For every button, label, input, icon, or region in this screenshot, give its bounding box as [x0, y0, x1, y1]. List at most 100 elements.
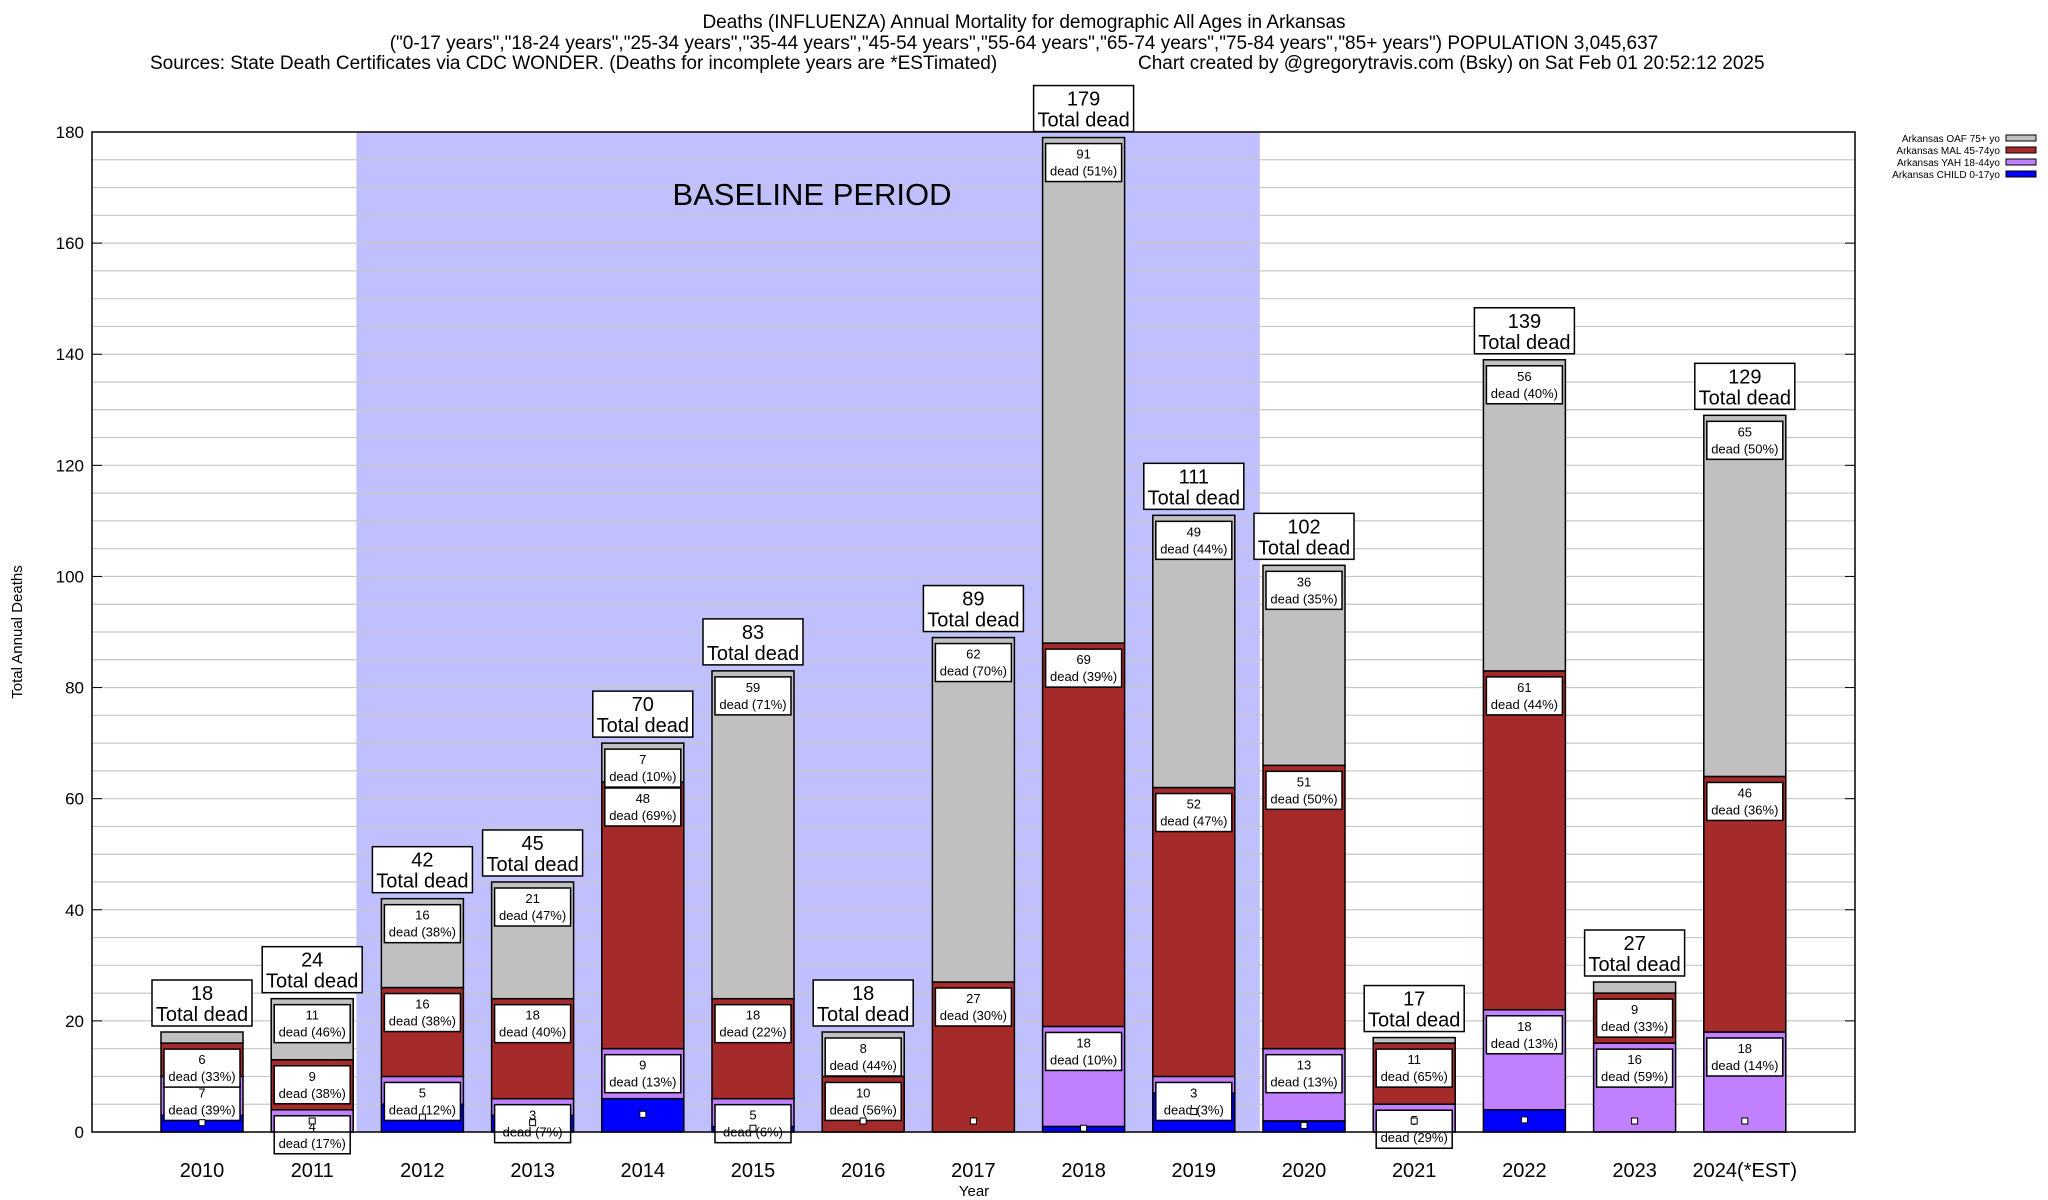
segment-label-box: [1375, 1109, 1453, 1149]
segment-label-box: [714, 1003, 792, 1044]
segment-label-percent: dead (33%): [1601, 1019, 1668, 1034]
total-value: 70: [632, 694, 654, 716]
segment-label-value: 48: [636, 791, 650, 806]
total-label: Total dead: [927, 610, 1019, 632]
segment-label-box: [1595, 1048, 1674, 1088]
segment-label-box: [714, 1103, 792, 1144]
marker: [198, 1119, 206, 1127]
segment-label-value: 11: [305, 1008, 319, 1023]
segment-label-percent: dead (44%): [1491, 697, 1558, 712]
segment-label-value: 18: [1738, 1041, 1752, 1056]
total-value: 42: [411, 850, 433, 872]
bar-segment-3: [1372, 1036, 1456, 1044]
x-tick-label: 2013: [510, 1160, 555, 1182]
segment-label-percent: dead (71%): [719, 697, 786, 712]
x-tick-label: 2014: [621, 1160, 666, 1182]
total-label: Total dead: [707, 643, 799, 665]
segment-label-value: 18: [1076, 1035, 1090, 1050]
segment-label-box: [1485, 1015, 1564, 1055]
bar-segment-3: [711, 670, 795, 1000]
segment-label-box: [824, 1037, 902, 1077]
segment-label-value: 56: [1517, 369, 1531, 384]
bar-segment-3: [1482, 359, 1567, 672]
bar-segment-3: [160, 1031, 244, 1044]
total-value: 102: [1287, 516, 1320, 538]
total-label-box: [151, 979, 253, 1027]
chart-title: Deaths (INFLUENZA) Annual Mortality for …: [702, 12, 1346, 33]
x-tick-label: 2012: [400, 1160, 445, 1182]
legend-label: Arkansas OAF 75+ yo: [1902, 134, 2001, 145]
x-tick-label: 2018: [1061, 1160, 1106, 1182]
x-tick-label: 2022: [1502, 1160, 1547, 1182]
total-label: Total dead: [156, 1004, 248, 1026]
marker: [529, 1119, 537, 1127]
legend-swatch: [2005, 134, 2037, 142]
total-label-box: [1363, 984, 1465, 1033]
segment-label-value: 6: [198, 1052, 205, 1067]
y-tick-label: 20: [65, 1012, 84, 1031]
segment-label-value: 4: [309, 1119, 316, 1134]
segment-label-percent: dead (39%): [168, 1102, 235, 1117]
segment-label-percent: dead (29%): [1381, 1130, 1448, 1145]
total-label-box: [922, 584, 1025, 633]
segment-label-percent: dead (56%): [830, 1102, 897, 1117]
total-label-box: [261, 945, 363, 994]
segment-label-value: 65: [1738, 424, 1752, 439]
legend-label: Arkansas MAL 45-74yo: [1896, 146, 2000, 157]
marker: [418, 1113, 426, 1121]
total-label: Total dead: [1699, 387, 1791, 409]
y-tick-label: 0: [75, 1123, 84, 1142]
legend-swatch: [2005, 158, 2037, 166]
segment-label-value: 10: [856, 1085, 870, 1100]
segment-label-percent: dead (47%): [499, 908, 566, 923]
total-label-box: [481, 829, 584, 877]
segment-label-percent: dead (65%): [1381, 1069, 1448, 1084]
segment-label-percent: dead (59%): [1601, 1069, 1668, 1084]
total-value: 179: [1067, 89, 1100, 111]
segment-label-box: [273, 1115, 351, 1155]
segment-label-percent: dead (38%): [389, 1014, 456, 1029]
segment-label-box: [1265, 770, 1343, 811]
x-tick-label: 2017: [951, 1160, 996, 1182]
total-label: Total dead: [486, 854, 578, 876]
segment-label-value: 3: [529, 1108, 536, 1123]
segment-label-box: [1265, 570, 1343, 611]
y-tick-label: 100: [56, 567, 84, 586]
total-label: Total dead: [1478, 332, 1570, 354]
y-tick-label: 60: [65, 790, 84, 809]
x-tick-label: 2015: [731, 1160, 776, 1182]
x-tick-label: 2024(*EST): [1693, 1160, 1798, 1182]
total-label: Total dead: [597, 715, 689, 737]
total-value: 111: [1179, 466, 1209, 488]
segment-label-value: 69: [1076, 652, 1090, 667]
segment-label-value: 18: [1517, 1019, 1531, 1034]
total-label-box: [1694, 362, 1796, 411]
chart-credit: Chart created by @gregorytravis.com (Bsk…: [1138, 53, 1765, 74]
segment-label-value: 52: [1187, 797, 1201, 812]
segment-label-value: 16: [1627, 1052, 1641, 1067]
total-label: Total dead: [1258, 537, 1350, 559]
segment-label-box: [934, 642, 1013, 683]
segment-label-percent: dead (14%): [1711, 1058, 1778, 1073]
segment-label-value: 59: [746, 680, 760, 695]
legend-swatch: [2005, 146, 2037, 154]
x-tick-label: 2016: [841, 1160, 886, 1182]
segment-label-value: 91: [1076, 147, 1090, 162]
segment-label-percent: dead (47%): [1160, 814, 1227, 829]
segment-label-value: 16: [415, 997, 429, 1012]
bar-segment-3: [1703, 414, 1787, 778]
segment-label-percent: dead (13%): [1270, 1075, 1337, 1090]
segment-label-box: [493, 887, 572, 927]
total-label-box: [1032, 84, 1135, 133]
segment-label-value: 27: [966, 991, 980, 1006]
segment-label-value: 61: [1517, 680, 1531, 695]
x-tick-label: 2021: [1392, 1160, 1437, 1182]
segment-label-box: [1706, 1037, 1784, 1077]
bar-segment-2: [1482, 670, 1567, 1011]
segment-label-percent: dead (40%): [499, 1025, 566, 1040]
total-value: 129: [1728, 366, 1761, 388]
total-value: 139: [1508, 311, 1541, 333]
segment-label-box: [714, 676, 792, 716]
marker: [749, 1124, 757, 1132]
total-value: 18: [852, 983, 874, 1005]
